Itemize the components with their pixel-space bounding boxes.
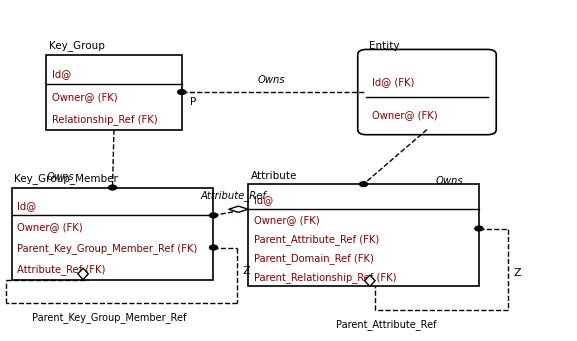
Text: Owner@ (FK): Owner@ (FK) — [17, 222, 83, 232]
Circle shape — [178, 90, 186, 94]
Text: Z: Z — [242, 266, 250, 276]
Text: Entity: Entity — [369, 41, 400, 51]
Text: Relationship_Ref (FK): Relationship_Ref (FK) — [52, 114, 158, 125]
Text: Owner@ (FK): Owner@ (FK) — [254, 215, 320, 225]
Bar — [12, 188, 213, 280]
Text: Id@: Id@ — [17, 201, 36, 211]
Text: Owns: Owns — [257, 75, 285, 85]
Circle shape — [209, 213, 218, 218]
Text: Parent_Domain_Ref (FK): Parent_Domain_Ref (FK) — [254, 253, 374, 264]
Text: Owns: Owns — [436, 176, 463, 186]
Text: Parent_Key_Group_Member_Ref (FK): Parent_Key_Group_Member_Ref (FK) — [17, 243, 197, 254]
Circle shape — [108, 185, 117, 190]
Polygon shape — [78, 268, 88, 280]
Text: Attribute_Ref (FK): Attribute_Ref (FK) — [17, 265, 106, 276]
Text: Z: Z — [514, 268, 521, 278]
Text: Owner@ (FK): Owner@ (FK) — [52, 92, 118, 102]
Text: Key_Group: Key_Group — [49, 40, 105, 51]
Bar — [248, 184, 479, 286]
Text: Id@ (FK): Id@ (FK) — [372, 77, 414, 87]
Text: Attribute_Ref: Attribute_Ref — [201, 190, 267, 201]
Text: Owns: Owns — [46, 172, 74, 182]
Text: Owner@ (FK): Owner@ (FK) — [372, 110, 438, 120]
Text: Parent_Attribute_Ref: Parent_Attribute_Ref — [336, 319, 437, 330]
Text: P: P — [190, 97, 197, 107]
Circle shape — [475, 226, 483, 231]
Text: Attribute: Attribute — [251, 171, 297, 181]
Text: Id@: Id@ — [52, 69, 71, 79]
Text: Key_Group_Member: Key_Group_Member — [14, 173, 118, 184]
Text: Parent_Relationship_Ref (FK): Parent_Relationship_Ref (FK) — [254, 272, 396, 283]
Bar — [46, 55, 182, 130]
Text: Parent_Attribute_Ref (FK): Parent_Attribute_Ref (FK) — [254, 234, 379, 244]
Polygon shape — [228, 206, 248, 212]
Text: Parent_Key_Group_Member_Ref: Parent_Key_Group_Member_Ref — [32, 312, 187, 323]
Text: Id@: Id@ — [254, 195, 273, 206]
Circle shape — [209, 245, 218, 250]
FancyBboxPatch shape — [358, 49, 496, 135]
Polygon shape — [365, 275, 375, 286]
Circle shape — [359, 182, 368, 187]
